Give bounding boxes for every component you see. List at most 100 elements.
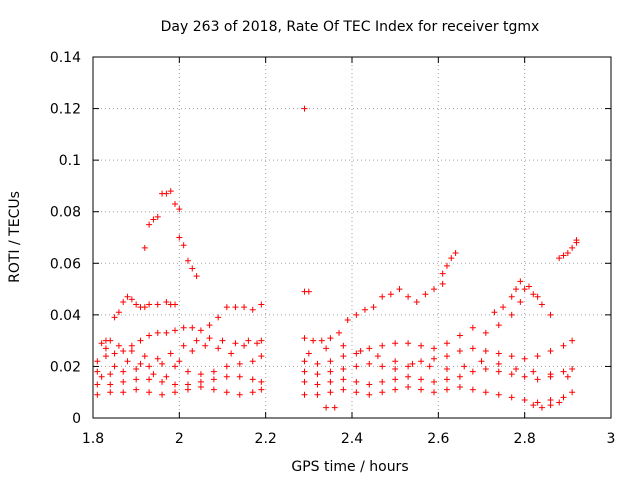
data-point [547, 371, 554, 378]
data-point [336, 329, 343, 336]
data-point [154, 213, 161, 220]
data-point [120, 389, 127, 396]
data-point [172, 389, 179, 396]
data-point [538, 404, 545, 411]
data-point [392, 386, 399, 393]
data-point [111, 350, 118, 357]
data-point [193, 273, 200, 280]
data-point [241, 304, 248, 311]
data-point [180, 342, 187, 349]
data-point [413, 298, 420, 305]
data-point [172, 381, 179, 388]
x-tick-label: 2.4 [341, 431, 363, 447]
data-point [469, 345, 476, 352]
data-point [405, 340, 412, 347]
data-point [431, 286, 438, 293]
data-point [379, 293, 386, 300]
data-point [443, 386, 450, 393]
data-point [534, 399, 541, 406]
data-point [366, 381, 373, 388]
data-point [495, 391, 502, 398]
chart-title: Day 263 of 2018, Rate Of TEC Index for r… [161, 19, 540, 35]
data-point [228, 350, 235, 357]
data-point [353, 389, 360, 396]
data-point [94, 391, 101, 398]
data-point [379, 378, 386, 385]
data-point [370, 304, 377, 311]
data-point [167, 350, 174, 357]
data-point [556, 255, 563, 262]
data-point [249, 358, 256, 365]
data-point [107, 381, 114, 388]
data-point [569, 389, 576, 396]
data-point [495, 368, 502, 375]
data-point [120, 378, 127, 385]
data-point [163, 373, 170, 380]
data-point [331, 404, 338, 411]
data-point [443, 340, 450, 347]
data-point [508, 293, 515, 300]
data-point [482, 389, 489, 396]
data-point [107, 371, 114, 378]
data-point [379, 363, 386, 370]
data-point [456, 347, 463, 354]
data-point [305, 288, 312, 295]
data-point [521, 396, 528, 403]
data-point [517, 298, 524, 305]
data-point [340, 353, 347, 360]
data-point [111, 314, 118, 321]
data-point [236, 360, 243, 367]
data-point [323, 404, 330, 411]
data-point [159, 391, 166, 398]
y-tick-label: 0.1 [59, 153, 81, 169]
data-point [133, 366, 140, 373]
data-point [564, 249, 571, 256]
data-point [534, 293, 541, 300]
data-point [107, 389, 114, 396]
data-point [254, 340, 261, 347]
data-point [392, 340, 399, 347]
data-point [232, 304, 239, 311]
data-point [314, 391, 321, 398]
data-point [431, 378, 438, 385]
data-point [202, 342, 209, 349]
data-point [495, 350, 502, 357]
x-tick-label: 2 [175, 431, 184, 447]
data-point [482, 366, 489, 373]
data-point [340, 376, 347, 383]
data-point [405, 363, 412, 370]
data-point [534, 353, 541, 360]
data-point [569, 244, 576, 251]
data-point [431, 389, 438, 396]
data-point [154, 355, 161, 362]
data-point [327, 378, 334, 385]
data-point [210, 386, 217, 393]
y-tick-label: 0.06 [50, 256, 81, 272]
data-point [456, 373, 463, 380]
data-point [301, 358, 308, 365]
data-point [141, 353, 148, 360]
data-point [469, 368, 476, 375]
y-tick-label: 0.02 [50, 359, 81, 375]
data-point [180, 324, 187, 331]
data-point [456, 384, 463, 391]
data-point [128, 296, 135, 303]
data-point [223, 363, 230, 370]
x-tick-label: 2.2 [255, 431, 277, 447]
ticks [92, 56, 612, 419]
data-point [197, 327, 204, 334]
data-point [508, 394, 515, 401]
data-point [508, 371, 515, 378]
data-point [94, 381, 101, 388]
data-point [232, 340, 239, 347]
data-point [150, 216, 157, 223]
data-point [327, 368, 334, 375]
data-point [189, 347, 196, 354]
data-point [258, 353, 265, 360]
data-point [547, 396, 554, 403]
data-point [314, 371, 321, 378]
data-point [314, 360, 321, 367]
y-axis-label: ROTI / TECUs [7, 191, 23, 283]
data-point [405, 293, 412, 300]
data-point [495, 322, 502, 329]
